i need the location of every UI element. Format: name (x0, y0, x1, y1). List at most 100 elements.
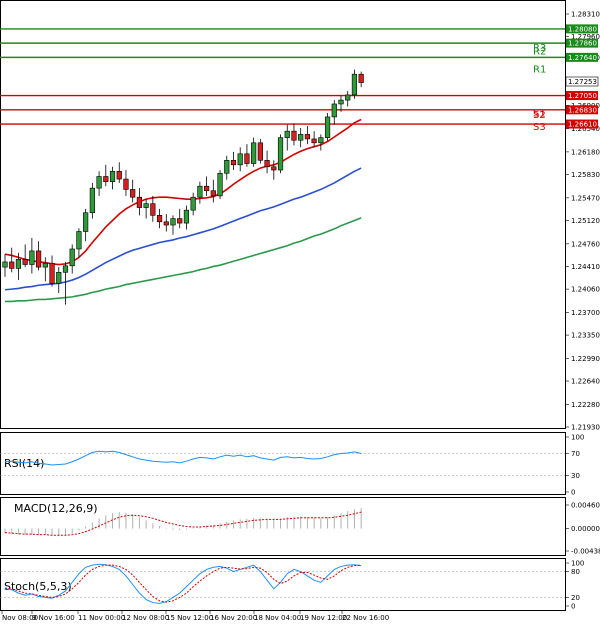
price-tick-label: 1.25120 (571, 217, 600, 225)
time-tick-label: 19 Nov 12:00 (300, 614, 347, 622)
price-tick-label: 1.23700 (571, 309, 600, 317)
level-tag-label: 1.26610 (568, 121, 597, 129)
candle-body (284, 130, 290, 138)
moving-average-line (4, 118, 362, 266)
candle-body (83, 212, 89, 232)
time-tick-label: 15 Nov 12:00 (166, 614, 213, 622)
time-tick-label: 11 Nov 00:00 (78, 614, 125, 622)
time-tick-label: 22 Nov 16:00 (342, 614, 389, 622)
rsi-panel: RSI(14) 100 70 30 0 (0, 434, 584, 497)
candle-body (298, 134, 304, 141)
time-tick-label: 18 Nov 04:00 (254, 614, 301, 622)
moving-average-line (4, 167, 362, 291)
candle-body (183, 209, 190, 224)
price-panel-frame (0, 0, 566, 429)
candle-body (103, 176, 109, 182)
rsi-label: RSI(14) (4, 457, 44, 470)
stoch-k-line (4, 563, 362, 604)
time-tick-label: 16 Nov 20:00 (210, 614, 257, 622)
candle-body (345, 94, 351, 101)
candle-body (257, 142, 263, 161)
stoch-d-line (4, 564, 362, 603)
indicator-tick-label: 0 (571, 489, 575, 497)
indicator-tick-label: 20 (571, 594, 580, 602)
candle-body (96, 176, 102, 189)
candle-body (331, 103, 337, 118)
moving-average-line (5, 217, 362, 303)
candle-body (56, 271, 62, 284)
candle-body (136, 196, 143, 208)
candle-body (2, 261, 8, 268)
indicator-tick-label: 0.000000 (571, 525, 600, 533)
stoch-label: Stoch(5,5,3) (4, 580, 72, 593)
candles (2, 69, 364, 305)
macd-panel-frame (0, 497, 566, 556)
level-tag-label: 1.27860 (568, 40, 597, 48)
macd-signal-line (4, 511, 362, 536)
level-tag-label: 1.28080 (568, 25, 597, 33)
candle-body (230, 159, 237, 166)
candle-body (271, 166, 277, 171)
level-tag-box (566, 38, 598, 48)
candle-body (324, 116, 331, 138)
candle-body (291, 130, 297, 141)
price-tick-label: 1.21930 (571, 424, 600, 432)
level-tag-box (566, 52, 598, 62)
level-name-label: S1 (533, 109, 546, 120)
candle-body (197, 185, 203, 198)
candle-body (311, 138, 317, 144)
indicator-tick-label: 100 (571, 434, 584, 442)
candle-body (224, 159, 230, 174)
level-name-label: S3 (533, 122, 546, 133)
indicator-tick-label: 100 (571, 560, 584, 568)
candle-body (76, 231, 82, 250)
candle-body (210, 190, 216, 197)
level-tag-label: 1.27050 (568, 92, 597, 100)
level-tag-label: 1.27640 (568, 54, 597, 62)
price-tick-label: 1.26180 (571, 148, 600, 156)
candle-body (318, 137, 324, 144)
price-tick-label: 1.26540 (571, 125, 600, 133)
indicator-tick-label: -0.004387 (571, 548, 600, 556)
price-tick-label: 1.24410 (571, 263, 600, 271)
candle-body (89, 187, 95, 214)
price-tick-label: 1.25830 (571, 171, 600, 179)
stoch-panel-frame (0, 558, 566, 611)
indicator-tick-label: 0 (571, 603, 575, 611)
candle-body (130, 189, 136, 198)
price-tick-label: 1.24760 (571, 240, 600, 248)
level-name-label: R2 (533, 46, 546, 57)
candle-body (123, 178, 129, 190)
candle-body (109, 171, 116, 182)
price-tick-label: 1.25470 (571, 194, 600, 202)
candle-body (35, 250, 42, 268)
candle-body (264, 159, 270, 168)
indicator-tick-label: 70 (571, 450, 580, 458)
candle-body (29, 250, 35, 265)
candle-body (338, 99, 344, 105)
candle-body (237, 153, 243, 166)
rsi-panel-frame (0, 432, 566, 495)
level-tag-box (566, 119, 598, 129)
time-tick-label: 12 Nov 08:00 (122, 614, 169, 622)
candle-body (42, 262, 48, 268)
candle-body (204, 185, 210, 192)
rsi-line (4, 450, 362, 466)
level-name-label: R3 (533, 43, 546, 54)
candle-body (277, 137, 284, 171)
candle-body (170, 218, 176, 226)
moving-average-lines (4, 118, 362, 303)
indicator-tick-label: 30 (571, 472, 580, 480)
candle-body (217, 172, 223, 197)
candle-body (244, 153, 250, 164)
last-price-tag: 1.27253 (565, 76, 599, 87)
candle-body (177, 218, 183, 224)
price-tick-label: 1.22640 (571, 378, 600, 386)
price-tick-label: 1.22990 (571, 355, 600, 363)
level-tag-box (566, 24, 598, 34)
candle-body (251, 142, 257, 164)
last-price-box (565, 76, 599, 87)
